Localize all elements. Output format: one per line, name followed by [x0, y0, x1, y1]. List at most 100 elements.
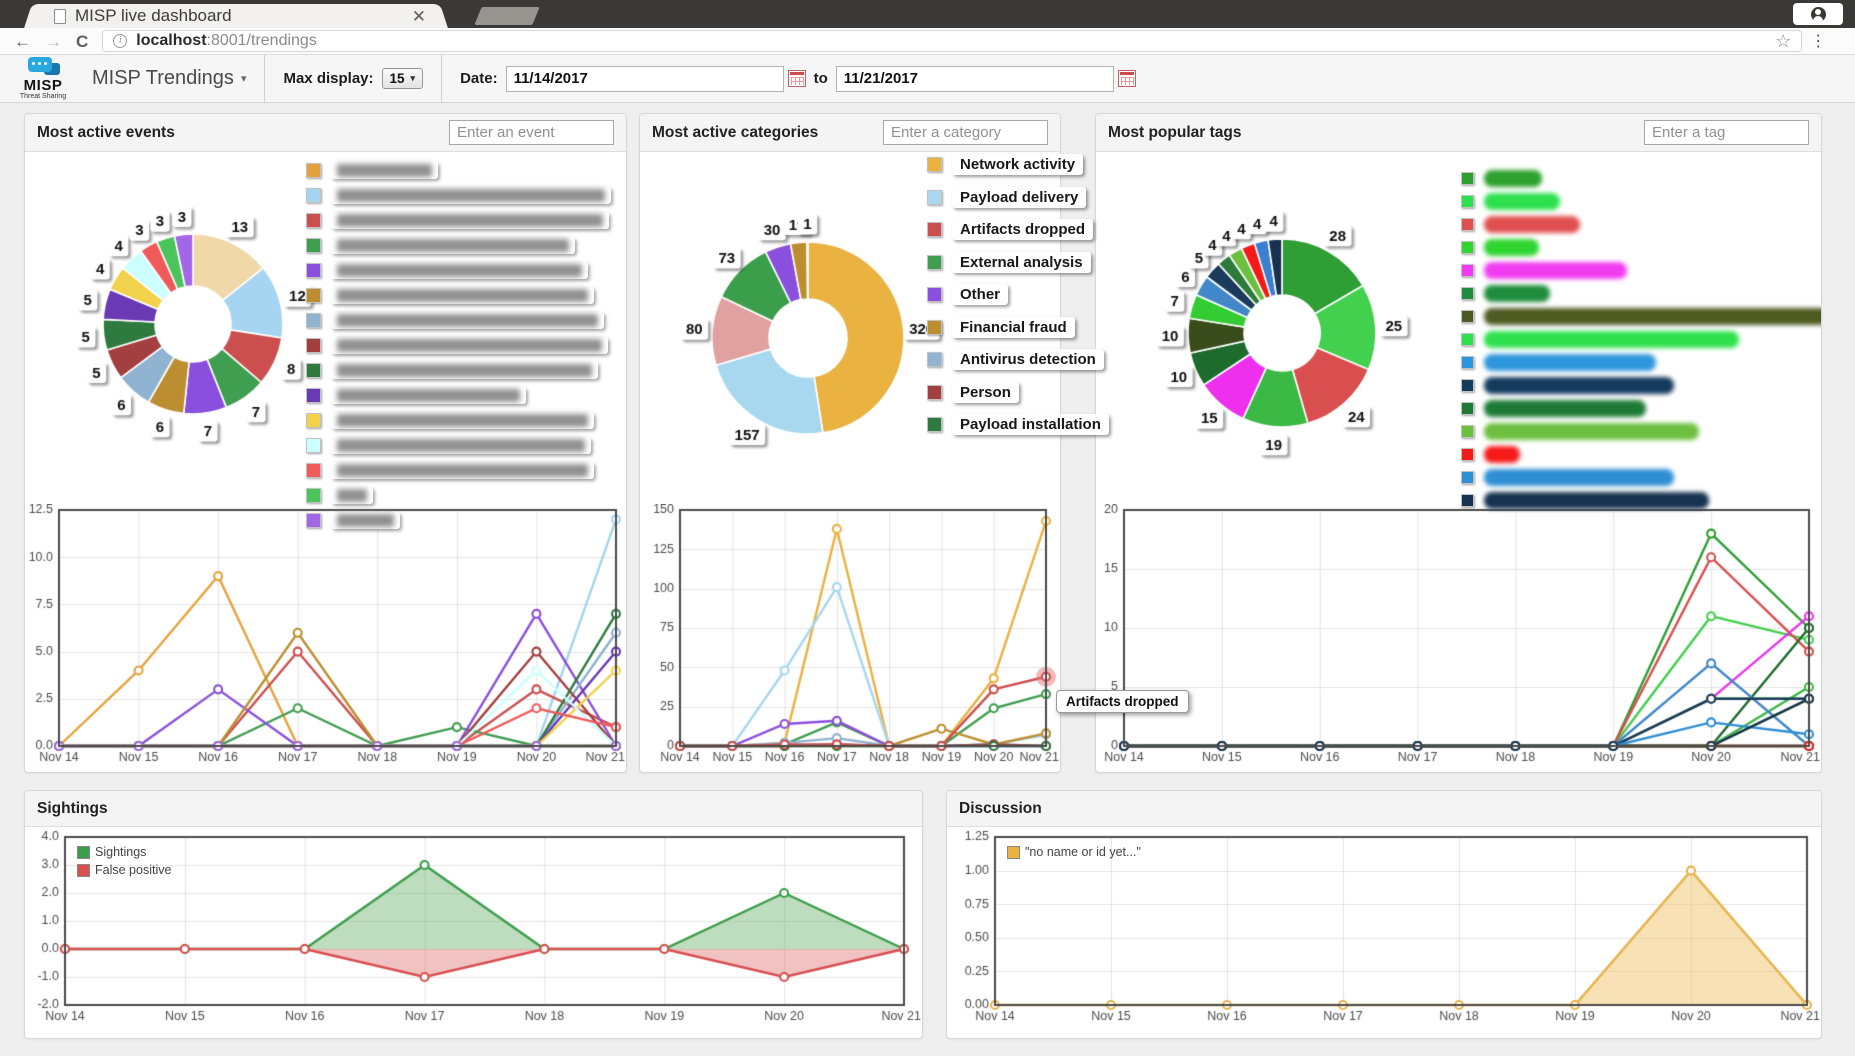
browser-tab-bar: MISP live dashboard ✕: [0, 0, 1855, 28]
sightings-area-chart[interactable]: [25, 829, 922, 1035]
legend-item[interactable]: [1461, 170, 1821, 187]
legend-item[interactable]: [306, 337, 611, 354]
tags-legend: [1461, 170, 1821, 515]
legend-item[interactable]: [1461, 285, 1821, 302]
legend-swatch: [1461, 310, 1474, 323]
new-tab-button[interactable]: [474, 7, 540, 25]
categories-line-chart[interactable]: [640, 504, 1060, 772]
legend-label: Network activity: [952, 154, 1084, 175]
legend-item[interactable]: Network activity: [927, 154, 1109, 175]
legend-item[interactable]: [1461, 262, 1821, 279]
app-title-dropdown[interactable]: MISP Trendings: [92, 67, 234, 89]
legend-item[interactable]: Financial fraud: [927, 316, 1109, 338]
legend-label-blurred: [331, 512, 400, 529]
legend-item[interactable]: [306, 437, 611, 454]
legend-item[interactable]: Other: [927, 284, 1109, 305]
legend-item[interactable]: [306, 287, 611, 304]
legend-swatch: [927, 417, 942, 432]
legend-label-blurred: [331, 337, 608, 354]
legend-label: Sightings: [95, 845, 147, 859]
panel-header: Discussion: [947, 791, 1821, 827]
panel-title: Most popular tags: [1108, 123, 1242, 141]
legend-item[interactable]: Person: [927, 381, 1109, 403]
legend-item[interactable]: [306, 462, 611, 479]
legend-item[interactable]: [306, 487, 611, 504]
legend-item[interactable]: [1461, 216, 1821, 233]
date-from-input[interactable]: [505, 65, 784, 92]
calendar-icon[interactable]: [1117, 70, 1136, 87]
panel-title: Most active events: [37, 123, 175, 141]
url-path: :8001/trendings: [206, 32, 317, 49]
legend-item[interactable]: [1461, 492, 1821, 509]
date-to-input[interactable]: [835, 65, 1114, 92]
panel-most-active-events: Most active events: [24, 113, 627, 773]
legend-tag-pill-blurred: [1484, 239, 1539, 256]
events-line-chart[interactable]: [25, 504, 626, 772]
legend-item[interactable]: [1461, 469, 1821, 486]
legend-item[interactable]: Antivirus detection: [927, 349, 1109, 370]
legend-item[interactable]: [306, 237, 611, 254]
back-icon[interactable]: ←: [14, 31, 31, 51]
legend-item[interactable]: [1461, 239, 1821, 256]
browser-profile-button[interactable]: [1793, 3, 1843, 25]
forward-icon[interactable]: →: [45, 31, 62, 51]
legend-item[interactable]: [306, 212, 611, 229]
calendar-icon[interactable]: [787, 70, 806, 87]
discussion-legend: "no name or id yet...": [1007, 845, 1141, 863]
event-search-input[interactable]: [449, 120, 614, 145]
browser-tab[interactable]: MISP live dashboard ✕: [36, 4, 436, 28]
legend-swatch: [306, 413, 321, 428]
reload-icon[interactable]: C: [76, 31, 89, 51]
legend-item[interactable]: [306, 162, 611, 179]
legend-item[interactable]: [1461, 377, 1821, 394]
page-info-icon[interactable]: i: [113, 34, 128, 48]
legend-item[interactable]: [306, 262, 611, 279]
legend-item[interactable]: External analysis: [927, 251, 1109, 273]
legend-label: "no name or id yet...": [1025, 845, 1141, 859]
max-display-select[interactable]: 15 ▾: [381, 68, 424, 89]
legend-item[interactable]: Payload installation: [927, 414, 1109, 435]
categories-legend: Network activity Payload delivery Artifact…: [927, 154, 1109, 447]
tags-line-chart[interactable]: [1096, 504, 1821, 772]
legend-swatch: [306, 313, 321, 328]
legend-item[interactable]: [1461, 446, 1821, 463]
legend-swatch: [306, 288, 321, 303]
legend-item[interactable]: [306, 312, 611, 329]
legend-item[interactable]: [306, 387, 611, 404]
legend-label: Antivirus detection: [952, 349, 1104, 370]
legend-label-blurred: [331, 437, 591, 454]
legend-item[interactable]: Artifacts dropped: [927, 219, 1109, 240]
address-bar[interactable]: i localhost :8001/trendings ☆: [102, 30, 1803, 52]
legend-item[interactable]: [1461, 331, 1821, 348]
legend-item[interactable]: [1461, 423, 1821, 440]
legend-item[interactable]: [1461, 354, 1821, 371]
legend-label-blurred: [331, 487, 373, 504]
tags-donut-chart[interactable]: [1096, 152, 1821, 504]
legend-item[interactable]: [306, 187, 611, 204]
browser-menu-icon[interactable]: ⋮: [1810, 33, 1827, 50]
legend-item[interactable]: [306, 412, 611, 429]
discussion-area-chart[interactable]: [947, 829, 1821, 1035]
legend-item[interactable]: [1461, 308, 1821, 325]
legend-item[interactable]: [306, 512, 611, 529]
legend-label: Artifacts dropped: [952, 219, 1094, 240]
legend-swatch: [1461, 425, 1474, 438]
panel-discussion: Discussion "no name or id yet...": [946, 790, 1822, 1039]
tab-close-icon[interactable]: ✕: [411, 6, 426, 26]
legend-swatch: [927, 157, 942, 172]
legend-swatch: [927, 319, 942, 335]
legend-swatch: [1461, 494, 1474, 507]
legend-item[interactable]: [1461, 193, 1821, 210]
panel-sightings: Sightings Sightings False positive: [24, 790, 923, 1039]
legend-swatch: [1461, 264, 1474, 277]
legend-item[interactable]: [1461, 400, 1821, 417]
legend-item[interactable]: Payload delivery: [927, 186, 1109, 208]
legend-item[interactable]: [306, 362, 611, 379]
misp-logo[interactable]: MISP Threat Sharing: [8, 56, 78, 101]
legend-tag-pill-blurred: [1484, 170, 1542, 187]
tag-search-input[interactable]: [1644, 120, 1809, 145]
category-search-input[interactable]: [883, 120, 1048, 145]
legend-swatch: [1461, 172, 1474, 185]
bookmark-star-icon[interactable]: ☆: [1775, 30, 1792, 51]
legend-tag-pill-blurred: [1484, 216, 1580, 233]
